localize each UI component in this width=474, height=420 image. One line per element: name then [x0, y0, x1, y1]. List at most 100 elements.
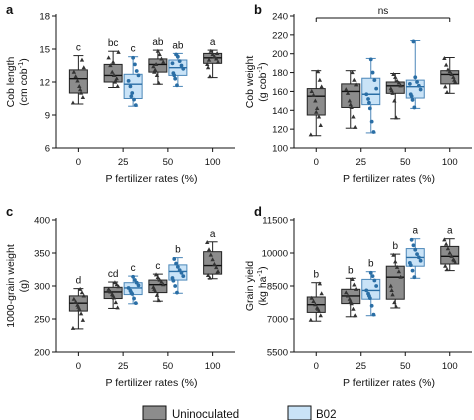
box-50-uninoculated-point: [393, 74, 398, 79]
y-tick-label: 18: [39, 12, 50, 23]
box-25-b02-point: [126, 286, 131, 290]
box-0-uninoculated-point: [311, 299, 316, 303]
box-50-uninoculated: [385, 265, 405, 300]
box-50-b02-point: [407, 81, 412, 86]
x-tick-label: 50: [400, 361, 411, 372]
box-50-b02-point: [409, 94, 414, 99]
significance-label: b: [175, 245, 181, 256]
box-50-uninoculated-point: [389, 88, 394, 93]
box-50-b02-point: [407, 261, 412, 265]
box-100-uninoculated-point: [205, 62, 210, 66]
box-100-uninoculated-point: [212, 54, 217, 59]
significance-label: ab: [152, 37, 164, 48]
box-50-uninoculated-point: [391, 72, 396, 77]
box-25-b02-point: [136, 73, 141, 78]
box-50-uninoculated-point: [151, 64, 156, 69]
significance-label: a: [210, 37, 216, 48]
x-tick-label: 25: [118, 361, 129, 372]
box-0-uninoculated-point: [316, 308, 322, 313]
box-50-uninoculated-point: [394, 78, 400, 83]
box-100-uninoculated-point: [206, 247, 212, 252]
box-0-uninoculated-point: [79, 290, 85, 295]
y-tick-label: 9: [45, 111, 50, 122]
significance-label: c: [155, 261, 160, 272]
box-50-b02-point: [173, 284, 178, 288]
y-tick-label: 180: [272, 68, 288, 79]
box-50-uninoculated-point: [155, 275, 161, 280]
box-25-b02-point: [131, 55, 136, 60]
panel-letter: b: [254, 2, 262, 17]
panel-b-cob-weight: b 100 120 140 160 180 200 220 240 0 25 50 100 P ferti…: [244, 2, 472, 185]
box-50-b02-point: [416, 255, 421, 260]
box-25-b02-point: [370, 70, 375, 75]
box-100-uninoculated-point: [214, 56, 219, 61]
box-50-b02-point: [411, 39, 416, 44]
box-25-b02-point: [132, 97, 136, 102]
significance-label: b: [313, 270, 319, 281]
box-25-uninoculated-point: [110, 69, 115, 74]
box-100-uninoculated-point: [445, 67, 451, 72]
box-0-uninoculated-point: [311, 92, 316, 97]
box-50-uninoculated-point: [156, 298, 161, 303]
box-100-uninoculated-point: [451, 74, 456, 79]
box-50-b02-point: [175, 290, 179, 295]
box-25-uninoculated-point: [352, 282, 357, 287]
panel-c-grain-weight: c 200 250 300 350 400 0 25 50 100 P fertilizer rat…: [5, 204, 235, 389]
box-25-uninoculated-point: [108, 289, 113, 294]
box-50-uninoculated-point: [393, 304, 399, 309]
box-100-uninoculated-point: [214, 270, 220, 275]
box-50-uninoculated-point: [157, 52, 162, 57]
box-50-b02-point: [175, 264, 180, 269]
box-50-uninoculated-point: [398, 274, 403, 279]
box-100-uninoculated-point: [452, 258, 457, 263]
box-25-b02-point: [131, 274, 136, 279]
significance-label: a: [447, 226, 453, 237]
y-axis-label: Cob length(cm cob-1): [5, 56, 30, 107]
y-tick-label: 15: [39, 45, 50, 56]
box-50-uninoculated-point: [393, 115, 399, 120]
box-50-b02-point: [412, 275, 417, 280]
box-25-b02-point: [366, 97, 370, 101]
box-50-uninoculated-point: [153, 62, 159, 66]
x-tick-label: 50: [400, 157, 411, 168]
y-tick-label: 250: [34, 315, 50, 326]
box-0-uninoculated-point: [78, 311, 84, 316]
x-tick-label: 25: [355, 157, 366, 168]
box-100-uninoculated-point: [214, 51, 220, 55]
y-tick-label: 220: [272, 30, 288, 41]
box-100-uninoculated-point: [207, 74, 213, 79]
box-50-uninoculated-point: [388, 283, 393, 288]
box-25-b02-point: [133, 62, 137, 67]
box-100-uninoculated-point: [447, 250, 452, 255]
box-25-b02-point: [369, 303, 374, 308]
box-0-uninoculated-point: [77, 87, 83, 92]
x-tick-label: 50: [163, 157, 174, 168]
box-100-uninoculated-point: [443, 241, 449, 246]
box-25-b02-point: [129, 94, 134, 99]
box-100-uninoculated-point: [449, 253, 454, 258]
box-100-uninoculated-point: [445, 246, 451, 251]
box-25-uninoculated-point: [113, 300, 119, 305]
box-25-uninoculated-point: [353, 82, 359, 87]
y-tick-label: 200: [34, 348, 50, 359]
box-25-b02-point: [368, 57, 373, 62]
box-25-uninoculated-point: [110, 59, 116, 64]
box-50-b02-point: [172, 73, 177, 78]
box-100-uninoculated-point: [208, 252, 214, 257]
box-100-uninoculated-point: [443, 84, 448, 89]
box-25-uninoculated-point: [350, 277, 355, 281]
x-tick-label: 50: [163, 361, 174, 372]
box-0-uninoculated-point: [309, 89, 314, 94]
box-25-b02-point: [133, 278, 137, 282]
box-25-uninoculated-point: [352, 77, 357, 82]
y-tick-label: 10000: [262, 249, 288, 260]
box-25-b02-point: [130, 91, 135, 95]
y-tick-label: 6: [45, 144, 50, 155]
y-axis-label: Grain yield(kg ha-1): [244, 261, 269, 311]
y-tick-label: 140: [272, 106, 288, 117]
significance-label: ab: [172, 40, 184, 51]
box-50-b02-point: [170, 61, 175, 66]
panel-letter: a: [6, 2, 14, 17]
x-tick-label: 0: [76, 361, 81, 372]
y-tick-label: 11500: [262, 216, 288, 227]
